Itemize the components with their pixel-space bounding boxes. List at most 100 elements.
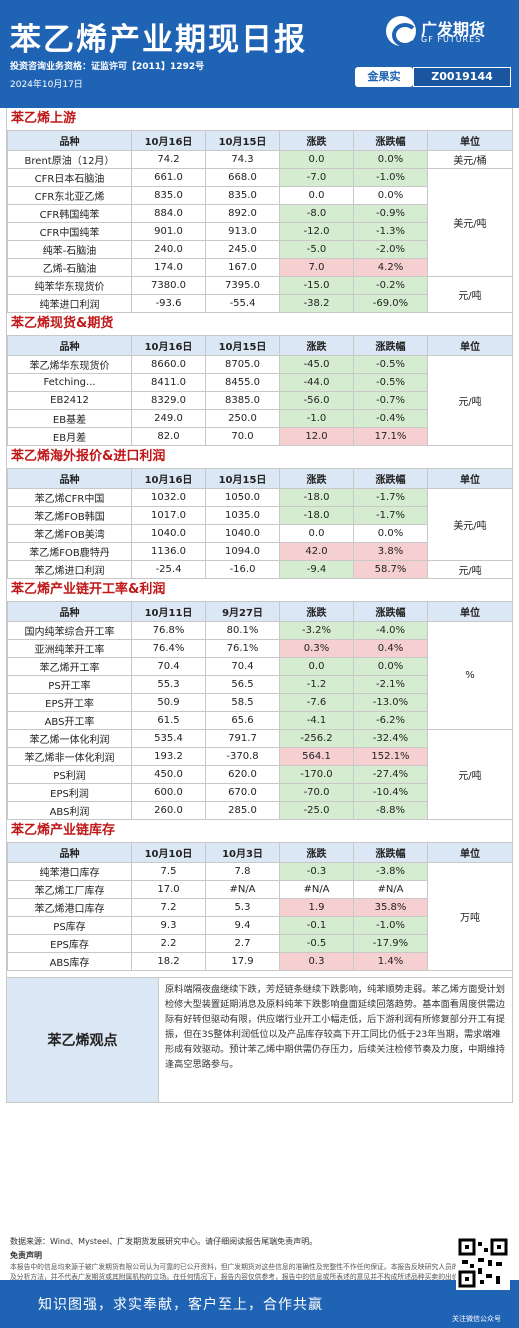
column-header: 涨跌 xyxy=(279,335,354,356)
value-previous: #N/A xyxy=(205,880,280,899)
table-row: 国内纯苯综合开工率 76.8% 80.1% -3.2% -4.0%% xyxy=(7,621,513,730)
table-row: 纯苯港口库存 7.5 7.8 -0.3 -3.8% 万吨 xyxy=(7,862,513,971)
value-current: 901.0 xyxy=(131,222,206,241)
data-table: 品种 10月16日 10月15日 涨跌 涨跌幅 单位 苯乙烯华东现货价 8660.0 8705.… xyxy=(7,335,513,446)
row-name: 纯苯进口利润 xyxy=(7,294,132,313)
value-previous: 892.0 xyxy=(205,204,280,223)
value-current: 70.4 xyxy=(131,657,206,676)
row-name: 乙烯-石脑油 xyxy=(7,258,132,277)
logo-text-en: GF FUTURES xyxy=(421,35,482,44)
value-current: -25.4 xyxy=(131,560,206,579)
unit-cell: 元/吨 xyxy=(427,355,513,446)
column-header: 单位 xyxy=(427,842,513,863)
value-previous: 7.8 xyxy=(205,862,280,881)
value-previous: 791.7 xyxy=(205,729,280,748)
row-name: CFR中国纯苯 xyxy=(7,222,132,241)
logo-text-cn: 广发期货 xyxy=(421,20,486,39)
table-row: 苯乙烯港口库存 7.2 5.3 1.9 35.8% xyxy=(7,898,513,917)
change-percent: -0.2% xyxy=(353,276,428,295)
change-percent: 0.0% xyxy=(353,657,428,676)
row-name: EB月差 xyxy=(7,427,132,446)
logo-icon xyxy=(386,16,418,47)
column-header: 品种 xyxy=(7,601,132,622)
table-row: 纯苯-石脑油 240.0 245.0 -5.0 -2.0% xyxy=(7,240,513,259)
value-previous: 8455.0 xyxy=(205,373,280,392)
value-current: 535.4 xyxy=(131,729,206,748)
row-name: 苯乙烯华东现货价 xyxy=(7,355,132,374)
row-name: ABS开工率 xyxy=(7,711,132,730)
table-row: 纯苯华东现货价 7380.0 7395.0 -15.0 -0.2% 元/吨 xyxy=(7,276,513,313)
table-row: EPS开工率 50.9 58.5 -7.6 -13.0% xyxy=(7,693,513,712)
change-value: -1.2 xyxy=(279,675,354,694)
change-value: -256.2 xyxy=(279,729,354,748)
value-current: 18.2 xyxy=(131,952,206,971)
value-current: 7380.0 xyxy=(131,276,206,295)
value-current: 76.8% xyxy=(131,621,206,640)
value-previous: -55.4 xyxy=(205,294,280,313)
table-row: 亚洲纯苯开工率 76.4% 76.1% 0.3% 0.4% xyxy=(7,639,513,658)
change-value: 0.0 xyxy=(279,657,354,676)
data-table: 品种 10月11日 9月27日 涨跌 涨跌幅 单位 国内纯苯综合开工率 76.8% 80.1% -… xyxy=(7,601,513,820)
value-current: 82.0 xyxy=(131,427,206,446)
report-header: 苯乙烯产业期现日报 广发期货 GF FUTURES 投资咨询业务资格：证监许可【… xyxy=(0,0,519,108)
analyst-id: Z0019144 xyxy=(413,67,511,87)
change-percent: -1.7% xyxy=(353,488,428,507)
table-header-row: 品种 10月16日 10月15日 涨跌 涨跌幅 单位 xyxy=(7,335,513,356)
data-table: 品种 10月10日 10月3日 涨跌 涨跌幅 单位 纯苯港口库存 7.5 7.8 -0.3 -3.8… xyxy=(7,842,513,971)
table-row: CFR日本石脑油 661.0 668.0 -7.0 -1.0% 美元/吨 xyxy=(7,168,513,277)
value-current: 249.0 xyxy=(131,409,206,428)
change-percent: -27.4% xyxy=(353,765,428,784)
value-previous: 56.5 xyxy=(205,675,280,694)
column-header: 涨跌 xyxy=(279,601,354,622)
row-name: 亚洲纯苯开工率 xyxy=(7,639,132,658)
change-value: -0.5 xyxy=(279,934,354,953)
change-value: 0.3% xyxy=(279,639,354,658)
value-previous: 835.0 xyxy=(205,186,280,205)
column-header: 10月11日 xyxy=(131,601,206,622)
change-value: -44.0 xyxy=(279,373,354,392)
change-percent: 0.0% xyxy=(353,186,428,205)
change-value: -56.0 xyxy=(279,391,354,410)
change-percent: -2.1% xyxy=(353,675,428,694)
value-current: 1032.0 xyxy=(131,488,206,507)
column-header: 品种 xyxy=(7,468,132,489)
unit-cell: 元/吨 xyxy=(427,560,513,579)
change-percent: -8.8% xyxy=(353,801,428,820)
slogan: 知识图强，求实奉献，客户至上，合作共赢 xyxy=(38,1297,323,1313)
value-current: 76.4% xyxy=(131,639,206,658)
row-name: Brent原油（12月） xyxy=(7,150,132,169)
value-current: 9.3 xyxy=(131,916,206,935)
section-title: 苯乙烯上游 xyxy=(11,111,77,126)
data-table: 品种 10月16日 10月15日 涨跌 涨跌幅 单位 Brent原油（12月） 74.2 74.… xyxy=(7,130,513,313)
value-current: 1040.0 xyxy=(131,524,206,543)
value-current: 8660.0 xyxy=(131,355,206,374)
table-row: PS利润 450.0 620.0 -170.0 -27.4% xyxy=(7,765,513,784)
data-source: 数据来源：Wind、Mysteel、广发期货发展研究中心。请仔细阅读报告尾端免责… xyxy=(10,1237,318,1246)
unit-cell: 元/吨 xyxy=(427,729,513,820)
value-previous: 76.1% xyxy=(205,639,280,658)
row-name: CFR日本石脑油 xyxy=(7,168,132,187)
value-previous: 70.4 xyxy=(205,657,280,676)
change-percent: -6.2% xyxy=(353,711,428,730)
column-header: 单位 xyxy=(427,601,513,622)
column-header: 涨跌 xyxy=(279,130,354,151)
unit-cell: % xyxy=(427,621,513,730)
value-previous: 74.3 xyxy=(205,150,280,169)
company-logo: 广发期货 GF FUTURES xyxy=(386,16,512,47)
qr-caption: 关注微信公众号 xyxy=(452,1315,501,1323)
value-current: 260.0 xyxy=(131,801,206,820)
row-name: CFR东北亚乙烯 xyxy=(7,186,132,205)
row-name: 纯苯华东现货价 xyxy=(7,276,132,295)
column-header: 10月16日 xyxy=(131,468,206,489)
table-row: CFR中国纯苯 901.0 913.0 -12.0 -1.3% xyxy=(7,222,513,241)
report-body: 苯乙烯上游 品种 10月16日 10月15日 涨跌 涨跌幅 单位 Brent原油（12月） 74… xyxy=(6,108,513,1103)
table-row: 苯乙烯进口利润 -25.4 -16.0 -9.4 58.7% 元/吨 xyxy=(7,560,513,579)
change-value: -0.3 xyxy=(279,862,354,881)
section-title: 苯乙烯产业链库存 xyxy=(11,823,116,838)
viewpoint-text: 原料端隔夜盘继续下跌，芳烃链条继续下跌影响，纯苯顺势走弱。苯乙烯方面受计划检修大… xyxy=(165,984,505,1070)
table-row: 苯乙烯非一体化利润 193.2 -370.8 564.1 152.1% xyxy=(7,747,513,766)
table-row: Brent原油（12月） 74.2 74.3 0.0 0.0% 美元/桶 xyxy=(7,150,513,169)
change-value: -170.0 xyxy=(279,765,354,784)
column-header: 单位 xyxy=(427,335,513,356)
value-previous: 1035.0 xyxy=(205,506,280,525)
